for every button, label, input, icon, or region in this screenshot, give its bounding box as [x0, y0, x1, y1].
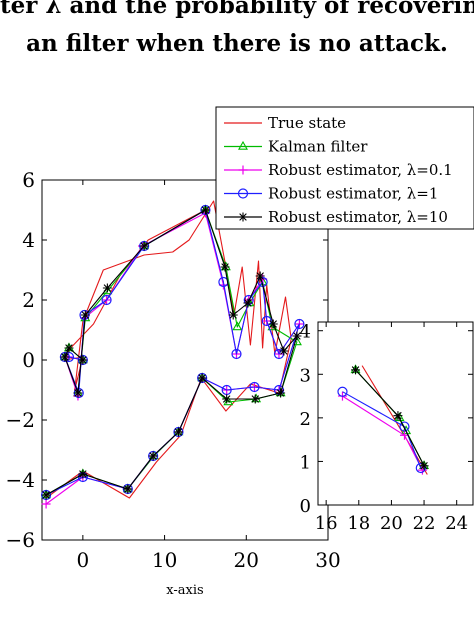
y-tick-label: 6 — [22, 168, 35, 192]
circle-marker — [337, 386, 348, 397]
legend: True state Kalman filter Robust estimator,… — [215, 106, 474, 230]
series-line — [45, 209, 298, 496]
legend-entry: True state — [224, 114, 346, 132]
y-tick-label: 4 — [22, 228, 35, 252]
series-line — [342, 391, 422, 469]
y-tick-label: −6 — [6, 528, 35, 552]
legend-entry: Robust estimator, λ=10 — [224, 208, 448, 226]
legend-label: Kalman filter — [268, 138, 368, 156]
x-axis-label: x-axis — [166, 583, 203, 598]
y-tick-label: 2 — [300, 409, 311, 430]
y-tick-label: 4 — [300, 322, 311, 343]
circle-marker — [399, 421, 410, 432]
circle-marker — [231, 348, 242, 360]
triangle-marker — [232, 321, 243, 331]
x-tick-label: 24 — [445, 513, 468, 534]
star-marker — [222, 394, 232, 404]
series-robust_1 — [337, 386, 426, 474]
legend-box — [215, 106, 474, 230]
plus-marker — [41, 499, 51, 509]
star-marker — [60, 352, 70, 362]
star-marker — [268, 319, 278, 329]
inset-plot: 16 18 20 22 24 0 1 2 3 4 — [300, 321, 474, 534]
star-marker — [228, 310, 238, 320]
star-marker — [102, 283, 112, 293]
star-marker — [80, 310, 90, 320]
star-marker — [393, 411, 403, 421]
star-marker — [197, 373, 207, 383]
y-tick-label: −4 — [6, 468, 35, 492]
star-marker — [351, 365, 361, 375]
caption-line-2: an filter when there is no attack. — [26, 30, 448, 57]
y-tick-label: −2 — [6, 408, 35, 432]
legend-label: True state — [268, 114, 346, 132]
x-tick-label: 0 — [76, 548, 89, 572]
y-tick-label: 2 — [22, 288, 35, 312]
star-marker — [238, 212, 248, 222]
circle-marker — [294, 318, 305, 330]
x-tick-label: 18 — [347, 513, 370, 534]
star-marker — [292, 331, 302, 341]
star-marker — [250, 394, 260, 404]
circle-marker — [261, 315, 272, 327]
star-marker — [123, 484, 133, 494]
x-tick-label: 20 — [234, 548, 259, 572]
star-marker — [276, 388, 286, 398]
star-marker — [419, 461, 429, 471]
star-marker — [139, 241, 149, 251]
star-marker — [173, 427, 183, 437]
circle-marker — [415, 462, 426, 474]
triangle-marker — [238, 140, 248, 150]
star-marker — [279, 346, 289, 356]
x-tick-label: 10 — [152, 548, 177, 572]
legend-label: Robust estimator, λ=10 — [268, 208, 448, 226]
x-tick-label: 16 — [315, 513, 338, 534]
x-tick-label: 30 — [315, 548, 340, 572]
series-robust_10 — [41, 205, 302, 500]
circle-marker — [101, 294, 112, 306]
circle-marker — [249, 381, 260, 393]
legend-entry: Robust estimator, λ=0.1 — [224, 161, 453, 179]
main-plot-frame — [41, 179, 329, 541]
y-tick-label: 0 — [22, 348, 35, 372]
star-marker — [200, 205, 210, 215]
legend-entry: Kalman filter — [224, 138, 368, 156]
y-tick-label: 1 — [300, 452, 311, 473]
star-marker — [41, 490, 51, 500]
x-tick-label: 20 — [380, 513, 403, 534]
legend-label: Robust estimator, λ=0.1 — [268, 161, 453, 179]
star-marker — [220, 262, 230, 272]
star-marker — [148, 451, 158, 461]
y-tick-label: 3 — [300, 365, 311, 386]
caption-line-1: ter λ and the probability of recoverin — [0, 0, 474, 19]
star-marker — [64, 343, 74, 353]
legend-entry: Robust estimator, λ=1 — [224, 185, 438, 203]
legend-label: Robust estimator, λ=1 — [268, 185, 438, 203]
star-marker — [73, 388, 83, 398]
y-tick-label: 0 — [300, 496, 311, 517]
plus-marker — [238, 165, 248, 175]
star-marker — [255, 271, 265, 281]
star-marker — [78, 355, 88, 365]
star-marker — [78, 469, 88, 479]
circle-marker — [237, 188, 249, 199]
star-marker — [243, 298, 253, 308]
series-robust_10 — [351, 365, 429, 471]
x-tick-label: 22 — [413, 513, 436, 534]
